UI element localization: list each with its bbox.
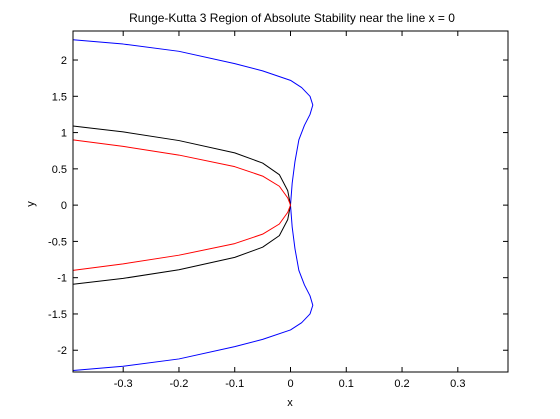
x-tick-label-2: -0.1 (225, 378, 244, 390)
y-tick-label-2: -1 (57, 273, 67, 285)
y-tick-label-6: 1 (61, 128, 67, 140)
x-tick-label-1: -0.2 (169, 378, 188, 390)
x-axis-label: x (287, 397, 293, 409)
x-tick-label-6: 0.3 (450, 378, 465, 390)
series-line-1 (72, 125, 291, 285)
y-tick-label-4: 0 (61, 200, 67, 212)
x-tick-label-5: 0.2 (394, 378, 409, 390)
tick-layer: -0.3 -0.2 -0.1 0 0.1 0.2 0.3 -2 -1.5 -1 -0.5 0 0.5 1 1… (48, 31, 508, 390)
chart-title: Runge-Kutta 3 Region of Absolute Stabili… (129, 11, 455, 25)
y-tick-label-0: -2 (57, 345, 67, 357)
y-tick-label-5: 0.5 (52, 164, 67, 176)
y-axis-label: y (25, 201, 37, 207)
x-tick-label-4: 0.1 (339, 378, 354, 390)
y-tick-label-1: -1.5 (48, 309, 67, 321)
series-line-0 (72, 39, 314, 372)
y-tick-label-8: 2 (61, 55, 67, 67)
x-tick-label-3: 0 (287, 378, 293, 390)
series-line-2 (72, 139, 291, 271)
series-layer (72, 39, 314, 372)
x-tick-label-0: -0.3 (114, 378, 133, 390)
y-tick-label-3: -0.5 (48, 236, 67, 248)
y-tick-label-7: 1.5 (52, 91, 67, 103)
